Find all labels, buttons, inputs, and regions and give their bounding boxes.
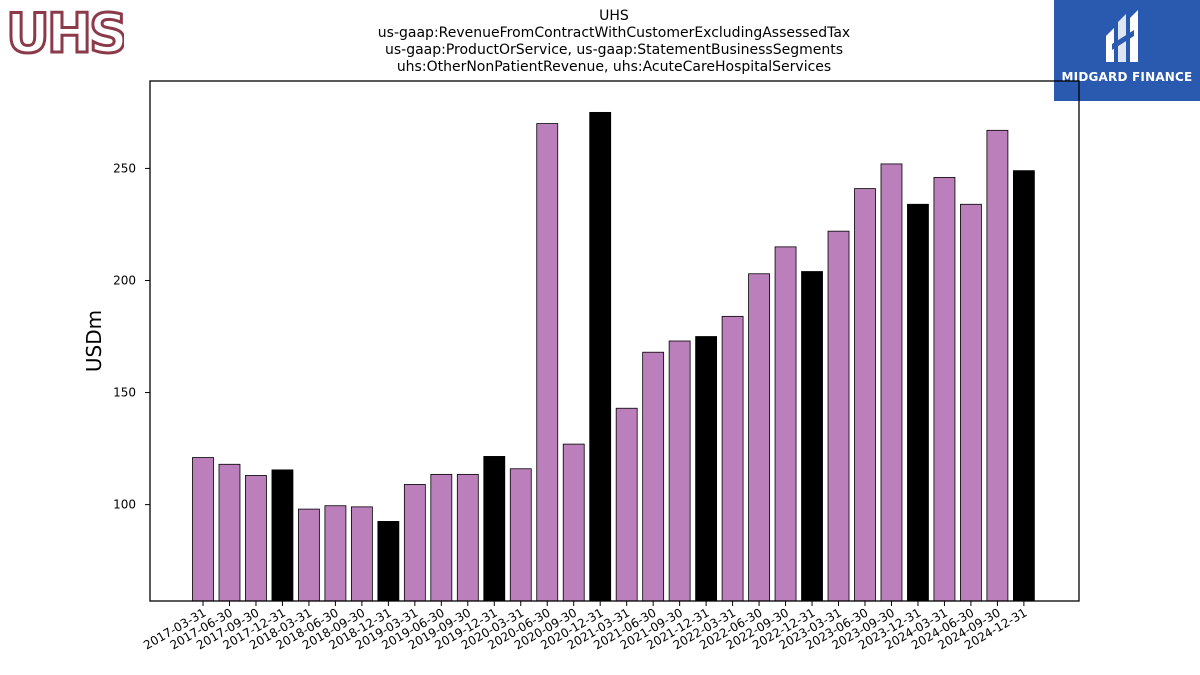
bar bbox=[298, 508, 320, 602]
bar bbox=[695, 336, 718, 602]
bar bbox=[562, 443, 585, 602]
uhs-logo-text: UHS bbox=[6, 6, 124, 58]
bar bbox=[536, 123, 559, 602]
bar bbox=[615, 407, 638, 602]
bar bbox=[192, 457, 214, 602]
y-axis-label: USDm bbox=[82, 310, 106, 372]
y-tick-label: 200 bbox=[113, 273, 136, 287]
uhs-logo: UHS bbox=[5, 1, 130, 67]
bar bbox=[324, 505, 347, 602]
bars-group bbox=[192, 111, 1035, 602]
y-tick-label: 150 bbox=[113, 386, 136, 400]
bar bbox=[721, 315, 744, 602]
bar bbox=[456, 473, 479, 602]
chart-title: UHSus-gaap:RevenueFromContractWithCustom… bbox=[378, 8, 850, 75]
midgard-brand-text: MIDGARD FINANCE bbox=[1061, 70, 1193, 84]
bar bbox=[801, 271, 823, 602]
bar bbox=[1012, 170, 1035, 602]
y-tick-label: 250 bbox=[113, 161, 136, 175]
midgard-mark-icon bbox=[1106, 10, 1138, 62]
bar bbox=[350, 506, 373, 602]
bar bbox=[933, 176, 956, 602]
bar bbox=[218, 463, 241, 602]
chart-title-line: UHS bbox=[599, 8, 629, 24]
bar bbox=[589, 111, 612, 602]
chart-title-line: us-gaap:RevenueFromContractWithCustomerE… bbox=[378, 25, 850, 41]
bar bbox=[271, 469, 294, 602]
bar bbox=[827, 230, 850, 602]
bar bbox=[960, 203, 982, 602]
x-axis: 2017-03-312017-06-302017-09-302017-12-31… bbox=[141, 601, 1029, 652]
bar bbox=[377, 521, 400, 602]
bar bbox=[430, 473, 453, 602]
bar bbox=[245, 475, 267, 602]
bar bbox=[880, 163, 903, 602]
chart-title-line: uhs:OtherNonPatientRevenue, uhs:AcuteCar… bbox=[397, 59, 831, 75]
y-tick-label: 100 bbox=[113, 498, 136, 512]
bar bbox=[403, 484, 426, 602]
midgard-finance-logo: MIDGARD FINANCE bbox=[1054, 0, 1200, 101]
bar bbox=[668, 340, 691, 602]
chart-title-line: us-gaap:ProductOrService, us-gaap:Statem… bbox=[385, 42, 843, 58]
bar bbox=[774, 246, 797, 602]
bar bbox=[854, 188, 876, 602]
bar bbox=[509, 468, 532, 602]
bar bbox=[748, 273, 770, 602]
bar bbox=[642, 351, 665, 602]
bar bbox=[907, 203, 929, 602]
y-axis: 100 150 200 250 bbox=[113, 161, 150, 512]
bar bbox=[483, 456, 506, 602]
bar bbox=[986, 129, 1009, 602]
plot-frame bbox=[149, 80, 1080, 602]
